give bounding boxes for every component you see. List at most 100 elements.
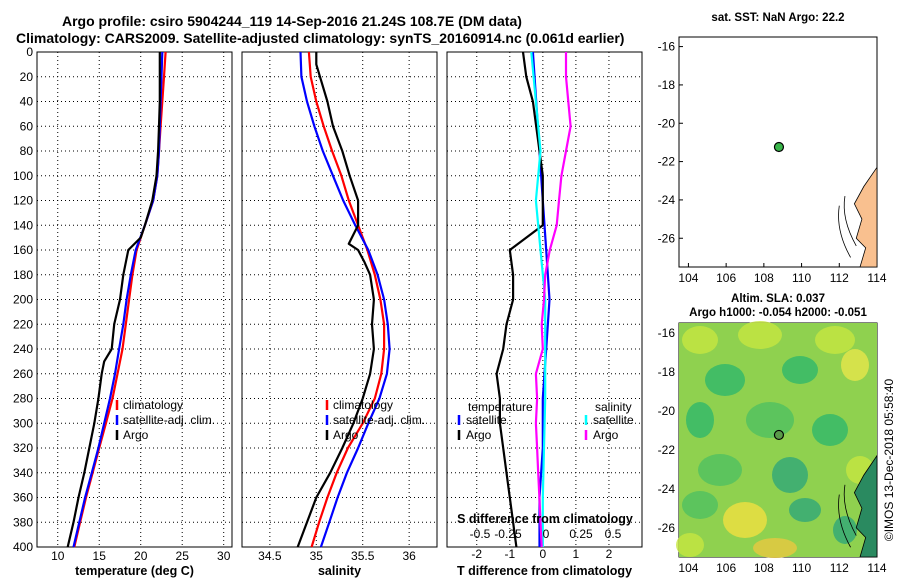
x-tick-label: -2	[471, 547, 482, 561]
depth-tick-label: 300	[13, 416, 33, 430]
coastline-land	[853, 454, 878, 558]
lat-tick-label: -16	[658, 326, 676, 340]
legend-label: satellite-adj. clim.	[333, 413, 425, 427]
x-tick-label: 10	[51, 549, 65, 563]
depth-tick-label: 180	[13, 268, 33, 282]
lon-tick-label: 112	[830, 271, 849, 285]
legend-label: Argo	[123, 428, 149, 442]
lat-tick-label: -26	[658, 231, 676, 245]
lat-tick-label: -22	[658, 155, 676, 169]
series-line-argo	[66, 52, 161, 548]
sla-anomaly-blob	[812, 414, 848, 446]
depth-tick-label: 260	[13, 367, 33, 381]
lat-tick-label: -20	[658, 404, 676, 418]
lat-tick-label: -16	[658, 40, 676, 54]
x-axis-label: T difference from climatology	[457, 564, 632, 578]
sla-anomaly-blob	[782, 356, 818, 384]
depth-tick-label: 60	[20, 119, 34, 133]
x-tick-label: 25	[176, 549, 190, 563]
depth-tick-label: 220	[13, 317, 33, 331]
lon-tick-label: 108	[754, 561, 774, 575]
legend-heading: temperature	[468, 400, 533, 414]
lon-tick-label: 114	[867, 271, 886, 285]
sla-anomaly-blob	[833, 516, 857, 544]
sla-anomaly-blob	[772, 457, 808, 493]
legend-label: climatology	[123, 398, 183, 412]
x-tick-label: 35	[310, 549, 324, 563]
sla-anomaly-blob	[841, 349, 869, 381]
map-top-title: sat. SST: NaN Argo: 22.2	[711, 12, 844, 24]
coastline-land	[853, 166, 878, 268]
depth-tick-label: 120	[13, 194, 33, 208]
x-tick-label: 35.5	[351, 549, 375, 563]
salinity-tick-label: -0.25	[494, 527, 522, 541]
depth-tick-label: 0	[26, 45, 33, 59]
x-tick-label: 20	[134, 549, 148, 563]
sla-anomaly-blob	[789, 498, 821, 522]
sla-anomaly-blob	[753, 538, 797, 558]
lat-tick-label: -18	[658, 78, 676, 92]
lat-tick-label: -24	[658, 193, 676, 207]
series-line-argo	[296, 52, 375, 548]
bathymetry-contour	[838, 205, 851, 258]
x-tick-label: 15	[93, 549, 107, 563]
series-line-t-argo	[495, 51, 544, 548]
legend-label: satellite	[466, 413, 507, 427]
sla-anomaly-blob	[686, 402, 714, 438]
lat-tick-label: -22	[658, 443, 676, 457]
lon-tick-label: 106	[716, 271, 736, 285]
depth-tick-label: 240	[13, 342, 33, 356]
sla-anomaly-blob	[738, 321, 782, 349]
sla-anomaly-blob	[815, 326, 855, 354]
depth-tick-label: 340	[13, 466, 33, 480]
sla-anomaly-blob	[746, 402, 794, 438]
lon-tick-label: 114	[867, 561, 886, 575]
argo-height-text: Argo h1000: -0.054 h2000: -0.051	[689, 307, 867, 319]
bathymetry-contour	[843, 196, 857, 247]
x-axis-label: salinity	[318, 564, 361, 578]
sla-anomaly-blob	[705, 364, 745, 396]
sla-anomaly-blob	[682, 491, 718, 519]
legend-label: climatology	[333, 398, 393, 412]
map-frame	[678, 36, 878, 268]
sla-anomaly-blob	[698, 454, 742, 486]
series-line-s-argo	[534, 52, 572, 548]
sla-anomaly-blob	[682, 326, 718, 354]
x-tick-label: 1	[573, 547, 580, 561]
panel-frame-temperature	[36, 51, 233, 548]
lon-tick-label: 104	[678, 271, 698, 285]
legend-label: Argo	[333, 428, 359, 442]
salinity-tick-label: 0	[543, 527, 550, 541]
title-line-1: Argo profile: csiro 5904244_119 14-Sep-2…	[62, 13, 522, 29]
legend-label: satellite-adj. clim.	[123, 413, 215, 427]
salinity-tick-label: -0.5	[470, 527, 491, 541]
x-axis-label: temperature (deg C)	[75, 564, 194, 578]
x-tick-label: 34.5	[258, 549, 282, 563]
x-tick-label: 2	[606, 547, 613, 561]
lat-tick-label: -26	[658, 521, 676, 535]
lat-tick-label: -20	[658, 116, 676, 130]
panel-frame-salinity	[241, 51, 438, 548]
salinity-tick-label: 0.5	[605, 527, 622, 541]
x-tick-label: 30	[217, 549, 231, 563]
lon-tick-label: 110	[792, 561, 811, 575]
lon-tick-label: 112	[830, 561, 849, 575]
depth-tick-label: 40	[20, 95, 34, 109]
depth-tick-label: 100	[13, 169, 33, 183]
legend-heading: salinity	[595, 400, 632, 414]
profile-location-marker	[773, 429, 785, 441]
depth-tick-label: 200	[13, 293, 33, 307]
lat-tick-label: -18	[658, 365, 676, 379]
legend-label: Argo	[466, 428, 492, 442]
salinity-tick-label: 0.25	[569, 527, 593, 541]
depth-tick-label: 400	[13, 540, 33, 554]
depth-tick-label: 160	[13, 243, 33, 257]
sla-anomaly-blob	[676, 533, 704, 557]
series-line-s-satellite	[530, 51, 547, 547]
x-tick-label: -1	[504, 547, 515, 561]
lon-tick-label: 106	[716, 561, 736, 575]
imos-credit: ©IMOS 13-Dec-2018 05:58:40	[882, 379, 896, 542]
bathymetry-contour	[843, 484, 857, 536]
lon-tick-label: 104	[678, 561, 698, 575]
depth-tick-label: 140	[13, 218, 33, 232]
